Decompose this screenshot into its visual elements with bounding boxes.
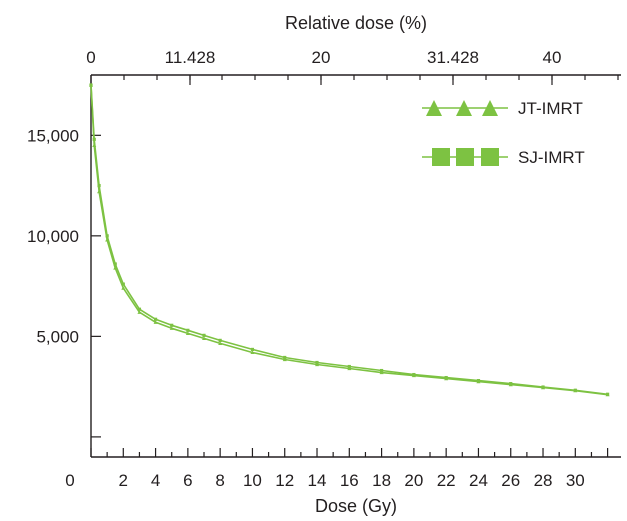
data-point (444, 375, 448, 380)
data-point (153, 317, 158, 321)
data-point (202, 336, 207, 340)
legend-marker-jt-3 (482, 100, 498, 116)
data-point (606, 392, 610, 396)
data-point (113, 266, 118, 270)
top-tick-label: 31.428 (427, 48, 479, 67)
x-tick-label: 16 (340, 471, 359, 490)
data-point (315, 360, 319, 365)
x-tick-label: 12 (275, 471, 294, 490)
y-tick-label: 15,000 (27, 126, 79, 145)
data-point (509, 382, 513, 386)
data-point (282, 357, 287, 362)
x-tick-label: 28 (534, 471, 553, 490)
data-point (202, 333, 206, 337)
legend-marker-sj-3 (481, 148, 499, 166)
x-tick-label: 8 (215, 471, 224, 490)
y-tick-label: 5,000 (36, 327, 79, 346)
data-point (573, 388, 577, 392)
x-axis-title: Dose (Gy) (315, 496, 397, 516)
top-tick-label: 40 (543, 48, 562, 67)
data-point (218, 341, 223, 346)
data-point (92, 137, 96, 141)
legend-label-sj: SJ-IMRT (518, 148, 585, 167)
top-x-ticks: 0 11.428 20 31.428 40 (86, 48, 619, 85)
data-point (347, 364, 351, 369)
data-point (97, 183, 101, 188)
data-point (170, 323, 174, 327)
legend-marker-jt-2 (456, 100, 472, 116)
x-tick-label: 6 (183, 471, 192, 490)
data-point (121, 282, 125, 286)
top-tick-label: 11.428 (165, 48, 216, 67)
data-point (89, 83, 93, 87)
data-point (283, 355, 287, 360)
x-tick-label: 26 (501, 471, 520, 490)
data-point (379, 368, 384, 373)
legend-marker-sj-1 (432, 148, 450, 166)
legend-marker-jt-1 (426, 100, 442, 116)
data-point (105, 234, 109, 238)
data-point (186, 328, 190, 332)
data-point (250, 347, 255, 352)
top-tick-label: 0 (86, 48, 95, 67)
x-tick-label: 24 (469, 471, 488, 490)
x-ticks: 0 2 4 6 8 10 12 14 16 18 20 22 24 26 28 30 (65, 448, 609, 490)
x-tick-label: 22 (437, 471, 456, 490)
data-point (121, 286, 126, 290)
x-tick-label: 4 (151, 471, 160, 490)
data-point (476, 379, 481, 383)
series-line-sj-imrt (90, 85, 608, 396)
data-point (137, 310, 142, 314)
series-layer (89, 83, 610, 397)
data-point (412, 372, 416, 377)
series-line-jt-imrt (90, 85, 608, 396)
data-point (379, 370, 384, 375)
x-tick-label: 30 (566, 471, 585, 490)
x-tick-label: 14 (308, 471, 327, 490)
legend: JT-IMRT SJ-IMRT (422, 99, 585, 167)
y-ticks: 5,000 10,000 15,000 (27, 126, 101, 438)
x-tick-label: 20 (404, 471, 423, 490)
legend-marker-sj-2 (456, 148, 474, 166)
data-point (185, 331, 190, 335)
top-tick-label: 20 (312, 48, 331, 67)
data-point (250, 350, 255, 355)
x-tick-label: 10 (243, 471, 262, 490)
data-point (137, 307, 142, 311)
x-tick-label: 18 (372, 471, 391, 490)
data-point (218, 338, 222, 342)
top-axis-title: Relative dose (%) (285, 13, 427, 33)
x-tick-label: 2 (119, 471, 128, 490)
x-tick-label: 0 (65, 471, 74, 490)
data-point (113, 262, 117, 266)
data-point (347, 366, 352, 371)
data-point (169, 326, 174, 330)
data-point (153, 320, 158, 324)
y-tick-label: 10,000 (27, 227, 79, 246)
data-point (541, 385, 545, 389)
data-point (315, 362, 320, 367)
legend-label-jt: JT-IMRT (518, 99, 583, 118)
